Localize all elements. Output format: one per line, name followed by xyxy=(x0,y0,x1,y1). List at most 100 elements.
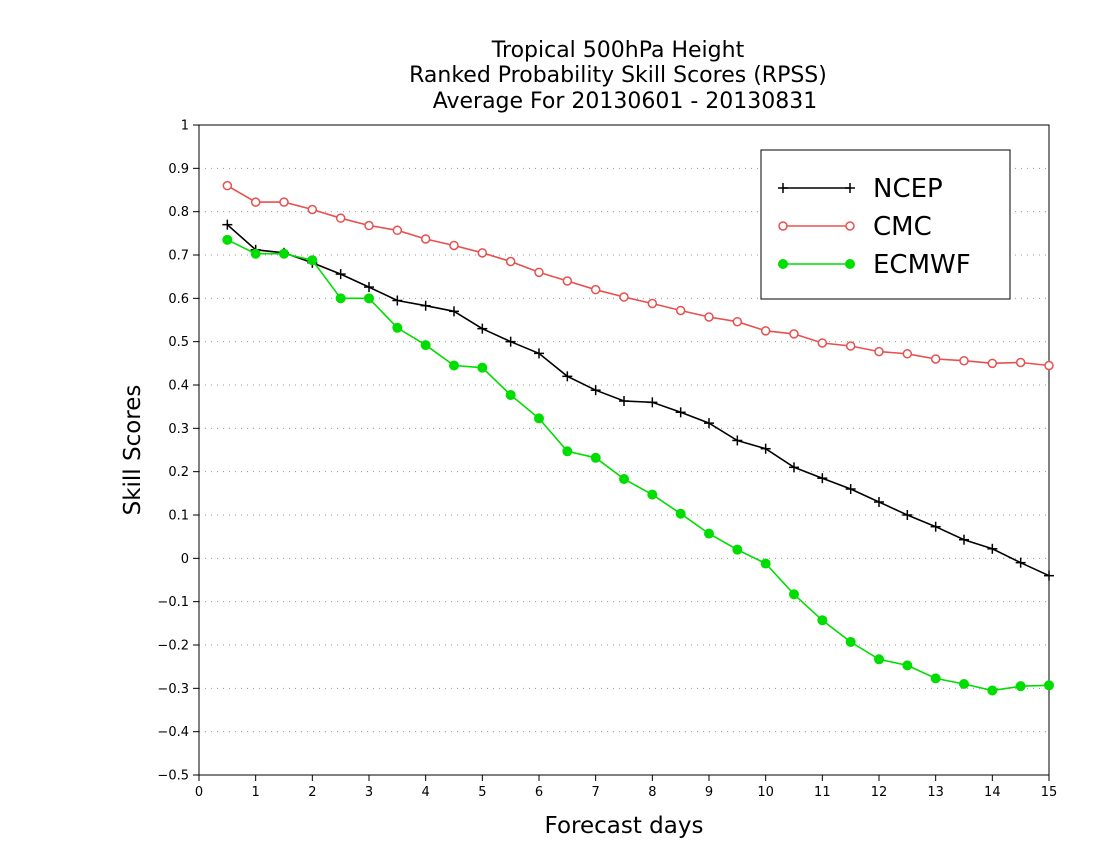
data-point-ecmwf xyxy=(392,322,403,333)
data-point-ncep xyxy=(1015,557,1026,568)
legend-marker-ncep xyxy=(845,183,855,193)
legend-marker-ncep xyxy=(778,183,788,193)
x-axis-label: Forecast days xyxy=(545,813,704,839)
data-point-ncep xyxy=(364,282,374,293)
data-point-ecmwf xyxy=(562,446,573,457)
title-line-3: Average For 20130601 - 20130831 xyxy=(433,89,818,114)
data-point-ncep xyxy=(675,407,686,418)
y-tick-label: 0.3 xyxy=(168,422,189,437)
y-tick-label: 0.8 xyxy=(168,205,189,220)
x-tick-label: 4 xyxy=(422,785,430,800)
data-point-cmc xyxy=(392,225,403,236)
data-point-cmc xyxy=(307,204,318,215)
data-point-cmc xyxy=(505,256,516,267)
data-point-ncep xyxy=(874,497,884,507)
legend-marker-ecmwf xyxy=(845,259,855,269)
data-point-ecmwf xyxy=(222,234,233,245)
data-point-cmc xyxy=(959,355,969,366)
data-point-ecmwf xyxy=(845,636,856,647)
data-point-ncep xyxy=(959,534,969,545)
title-line-1: Tropical 500hPa Height xyxy=(491,38,745,63)
y-tick-label: 0.6 xyxy=(168,292,189,307)
x-tick-label: 15 xyxy=(1041,785,1058,800)
data-point-ecmwf xyxy=(675,508,686,519)
data-point-cmc xyxy=(647,298,658,309)
legend-entry-ecmwf: ECMWF xyxy=(778,250,971,280)
data-point-cmc xyxy=(335,213,346,223)
data-point-ecmwf xyxy=(307,255,318,266)
data-point-ecmwf xyxy=(335,293,346,304)
y-tick-label: −0.1 xyxy=(157,595,189,610)
y-tick-label: −0.5 xyxy=(157,769,189,784)
y-tick-label: 0.2 xyxy=(168,465,189,480)
data-point-cmc xyxy=(562,276,573,286)
data-point-ncep xyxy=(534,348,544,359)
data-point-cmc xyxy=(789,329,799,339)
data-point-ncep xyxy=(789,462,799,473)
data-point-ncep xyxy=(619,396,629,407)
y-tick-label: 0.4 xyxy=(168,379,189,394)
x-tick-label: 12 xyxy=(871,785,888,800)
data-point-ecmwf xyxy=(760,558,771,569)
data-point-cmc xyxy=(250,197,261,207)
data-point-ecmwf xyxy=(704,528,714,539)
legend-entry-ncep: NCEP xyxy=(778,174,943,204)
x-tick-label: 11 xyxy=(814,785,831,800)
series-ncep xyxy=(222,219,1054,581)
data-point-ecmwf xyxy=(590,452,601,463)
data-point-cmc xyxy=(987,358,998,369)
y-tick-label: −0.4 xyxy=(157,725,189,740)
data-point-ncep xyxy=(647,397,658,408)
x-tick-label: 9 xyxy=(705,785,713,800)
y-axis-label: Skill Scores xyxy=(120,385,146,516)
data-point-ecmwf xyxy=(647,489,658,500)
x-tick-label: 14 xyxy=(984,785,1001,800)
series-layer xyxy=(222,180,1054,696)
legend-label-ncep: NCEP xyxy=(873,174,943,204)
y-tick-label: −0.2 xyxy=(157,639,189,654)
data-point-ncep xyxy=(562,371,573,382)
data-point-ecmwf xyxy=(534,413,544,424)
title-line-2: Ranked Probability Skill Scores (RPSS) xyxy=(409,63,827,88)
data-point-ecmwf xyxy=(987,685,998,696)
x-tick-label: 1 xyxy=(252,785,260,800)
data-point-ncep xyxy=(590,385,601,396)
data-point-ncep xyxy=(987,543,998,554)
x-tick-label: 7 xyxy=(592,785,600,800)
data-point-cmc xyxy=(1015,357,1026,368)
y-tick-label: 0 xyxy=(181,552,189,567)
data-point-ncep xyxy=(392,295,403,306)
data-point-cmc xyxy=(534,267,544,278)
data-point-ncep xyxy=(222,219,233,230)
data-point-cmc xyxy=(732,316,743,327)
x-tick-label: 8 xyxy=(648,785,656,800)
data-point-ecmwf xyxy=(250,248,261,259)
series-line-ncep xyxy=(226,224,1050,577)
data-point-ecmwf xyxy=(817,615,828,626)
data-point-cmc xyxy=(874,346,884,357)
data-point-cmc xyxy=(420,234,431,244)
x-tick-label: 10 xyxy=(757,785,774,800)
legend-label-cmc: CMC xyxy=(873,212,932,242)
data-point-cmc xyxy=(845,341,856,351)
y-tick-label: 1 xyxy=(181,119,189,134)
data-point-cmc xyxy=(449,240,459,251)
data-point-cmc xyxy=(619,292,629,302)
y-tick-label: 0.7 xyxy=(168,249,189,264)
series-line-ecmwf xyxy=(226,239,1050,692)
data-point-cmc xyxy=(930,354,941,364)
data-point-ecmwf xyxy=(477,362,488,373)
data-point-ecmwf xyxy=(789,589,799,600)
data-point-ncep xyxy=(845,484,856,494)
data-point-ecmwf xyxy=(1044,680,1054,691)
data-point-ecmwf xyxy=(930,673,941,684)
data-point-ncep xyxy=(732,435,743,446)
data-point-ncep xyxy=(760,443,771,454)
data-point-ecmwf xyxy=(732,544,743,555)
data-point-ecmwf xyxy=(619,474,629,485)
data-point-cmc xyxy=(364,220,374,231)
series-line-cmc xyxy=(226,185,1050,367)
x-tick-label: 6 xyxy=(535,785,543,800)
x-tick-label: 3 xyxy=(365,785,373,800)
legend-box xyxy=(760,149,1011,300)
